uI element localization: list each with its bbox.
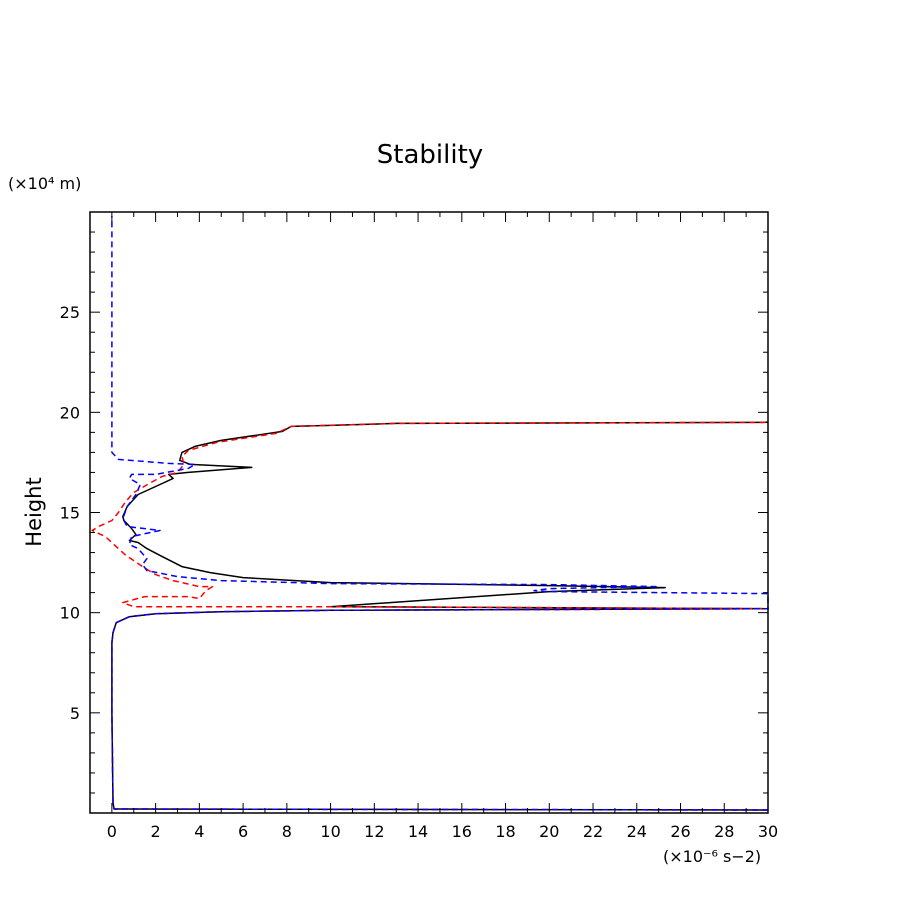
series-line-blue-dashed (111, 216, 769, 811)
x-tick-label: 20 (539, 822, 559, 841)
plot-frame (89, 211, 769, 814)
x-tick-label: 0 (107, 822, 117, 841)
x-tick-label: 2 (151, 822, 161, 841)
x-tick-label: 14 (408, 822, 428, 841)
y-tick-label: 25 (60, 303, 80, 322)
y-axis-units: (×10⁴ m) (8, 174, 81, 193)
x-tick-label: 12 (364, 822, 384, 841)
series-line-red-dashed (91, 421, 769, 811)
x-axis-units: (×10⁻⁶ s−2) (663, 847, 761, 866)
series-line-black-solid (111, 421, 769, 811)
y-tick-label: 10 (60, 604, 80, 623)
chart-title: Stability (377, 140, 483, 170)
y-tick-label: 15 (60, 504, 80, 523)
y-axis-label: Height (22, 477, 46, 546)
x-tick-label: 8 (282, 822, 292, 841)
x-tick-label: 26 (670, 822, 690, 841)
x-tick-label: 16 (452, 822, 472, 841)
x-tick-label: 6 (238, 822, 248, 841)
x-tick-label: 30 (758, 822, 778, 841)
x-tick-label: 4 (194, 822, 204, 841)
y-tick-label: 20 (60, 403, 80, 422)
series-layer (91, 216, 769, 811)
x-tick-label: 10 (320, 822, 340, 841)
x-tick-label: 28 (714, 822, 734, 841)
x-tick-label: 22 (583, 822, 603, 841)
x-tick-label: 18 (495, 822, 515, 841)
y-tick-label: 5 (70, 704, 80, 723)
x-tick-label: 24 (627, 822, 647, 841)
